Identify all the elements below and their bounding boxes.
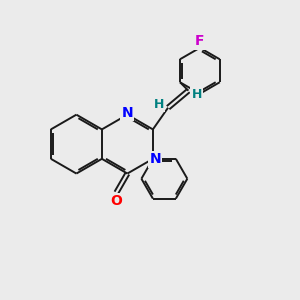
Text: F: F xyxy=(195,34,205,48)
Text: N: N xyxy=(121,106,133,120)
Text: O: O xyxy=(110,194,122,208)
Text: H: H xyxy=(154,98,164,111)
Text: H: H xyxy=(191,88,202,101)
Text: N: N xyxy=(149,152,161,167)
